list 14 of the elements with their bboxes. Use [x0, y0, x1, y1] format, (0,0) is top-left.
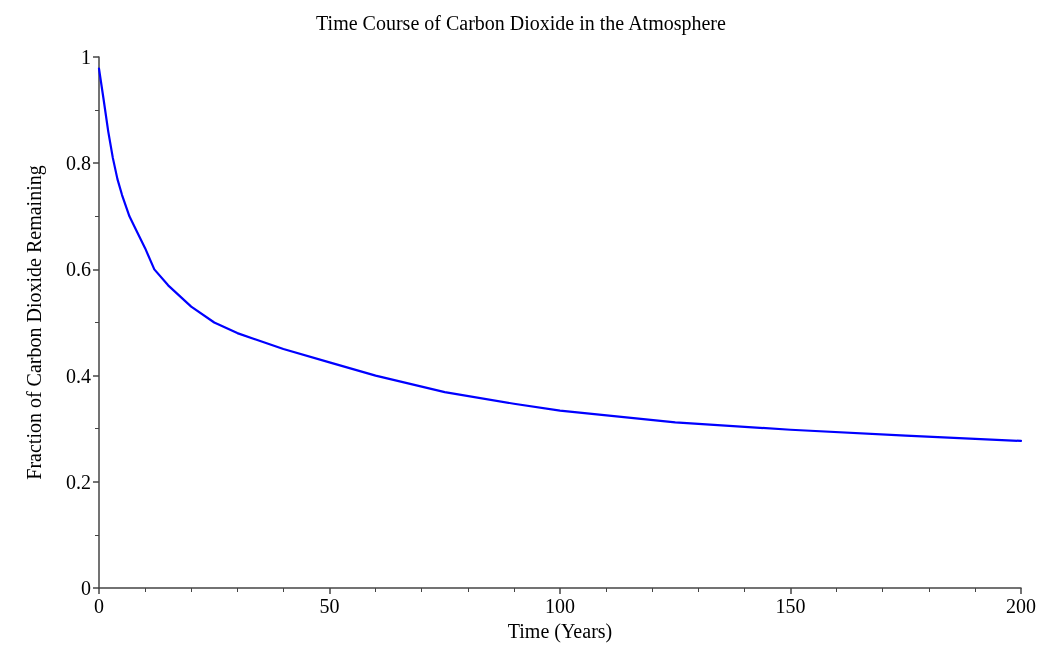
y-tick-label: 0.4 — [66, 364, 91, 387]
chart-title: Time Course of Carbon Dioxide in the Atmosphere — [316, 12, 727, 35]
y-tick-label: 1 — [81, 46, 91, 68]
x-tick-label: 150 — [775, 595, 806, 617]
x-tick-label: 50 — [319, 595, 340, 617]
y-tick-label: 0.8 — [66, 152, 91, 175]
y-tick-label: 0.6 — [66, 258, 91, 281]
y-tick-label: 0 — [81, 577, 91, 599]
y-axis-title: Fraction of Carbon Dioxide Remaining — [23, 165, 46, 480]
x-tick-label: 200 — [1006, 595, 1036, 617]
y-tick-label: 0.2 — [66, 470, 91, 493]
x-tick-label: 100 — [545, 595, 575, 617]
line-series — [97, 67, 1023, 443]
x-axis-title: Time (Years) — [507, 619, 613, 643]
